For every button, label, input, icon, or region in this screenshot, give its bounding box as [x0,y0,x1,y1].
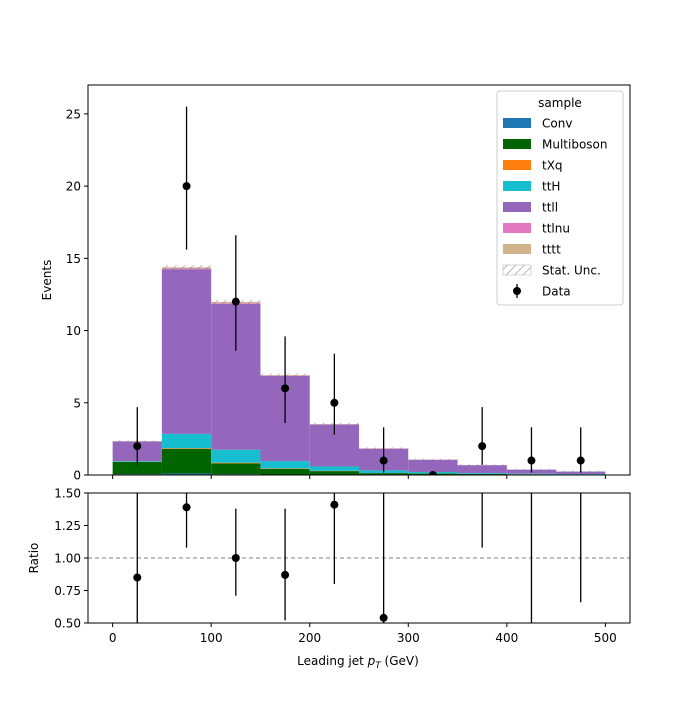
bar-tth-1 [162,434,211,448]
legend-label-stat-unc: Stat. Unc. [542,264,601,278]
x-axis-label-unit: (GeV) [381,654,419,668]
main-ytick-label-1: 5 [73,396,81,410]
legend-label-tth: ttH [542,180,560,194]
xtick-label-1: 100 [200,631,223,645]
ratio-point-2 [232,554,240,562]
legend-swatch-tttt [503,244,531,254]
x-axis-label: Leading jet pT (GeV) [297,654,419,671]
bar-ttll-7 [458,465,507,473]
main-y-axis-label: Events [40,260,54,301]
legend-title: sample [538,96,582,110]
ratio-frame [88,493,630,623]
main-ytick-label-2: 10 [66,324,81,338]
legend-swatch-stat-unc [503,265,531,275]
ratio-point-3 [281,571,289,579]
ratio-y-axis-label: Ratio [27,543,41,574]
main-ytick-label-4: 20 [66,180,81,194]
data-point-8 [527,457,535,465]
stat-unc-band-6 [408,459,457,461]
data-point-5 [380,457,388,465]
legend-swatch-conv [503,118,531,128]
bar-ttll-1 [162,269,211,434]
legend-label-data: Data [542,285,571,299]
main-ytick-label-3: 15 [66,252,81,266]
data-point-7 [478,442,486,450]
legend-label-tttt: tttt [542,243,561,257]
xtick-label-4: 400 [495,631,518,645]
legend-label-txq: tXq [542,159,563,173]
x-axis-label-main: Leading jet [297,654,367,668]
ratio-ytick-label-3: 1.25 [54,519,81,533]
legend: sample Conv Multiboson tXq ttH ttll ttlnu tttt S… [497,91,623,305]
main-ytick-label-5: 25 [66,107,81,121]
bar-tth-3 [260,461,309,468]
data-point-1 [183,182,191,190]
bar-txq-1 [162,448,211,449]
legend-label-multiboson: Multiboson [542,138,608,152]
xtick-label-0: 0 [109,631,117,645]
ratio-point-5 [380,614,388,622]
xtick-label-5: 500 [594,631,617,645]
legend-swatch-ttll [503,202,531,212]
legend-label-ttll: ttll [542,201,558,215]
ratio-point-7 [478,307,486,315]
stat-unc-band-1 [162,265,211,269]
main-ytick-label-0: 0 [73,469,81,483]
data-point-3 [281,384,289,392]
ratio-point-0 [133,574,141,582]
bar-tth-4 [310,466,359,470]
bar-multiboson-3 [260,469,309,475]
xtick-label-2: 200 [298,631,321,645]
data-point-2 [232,298,240,306]
bar-tth-7 [458,473,507,474]
ratio-ytick-label-2: 1.00 [54,552,81,566]
legend-label-ttlnu: ttlnu [542,222,570,236]
legend-label-conv: Conv [542,117,572,131]
legend-swatch-multiboson [503,139,531,149]
bar-tth-8 [507,474,556,475]
xtick-label-3: 300 [397,631,420,645]
ratio-point-8 [527,385,535,393]
ratio-ytick-label-1: 0.75 [54,584,81,598]
bar-multiboson-4 [310,471,359,475]
data-point-9 [577,457,585,465]
legend-data-marker [513,287,521,295]
bar-tth-2 [211,450,260,463]
ratio-ytick-label-0: 0.50 [54,617,81,631]
legend-swatch-tth [503,181,531,191]
bar-ttll-6 [408,460,457,472]
bar-multiboson-2 [211,463,260,474]
ratio-point-1 [183,503,191,511]
data-point-4 [330,399,338,407]
legend-swatch-txq [503,160,531,170]
ratio-ytick-label-4: 1.50 [54,487,81,501]
bar-txq-2 [211,463,260,464]
data-point-0 [133,442,141,450]
ratio-point-4 [330,501,338,509]
legend-swatch-ttlnu [503,223,531,233]
bar-multiboson-1 [162,449,211,474]
